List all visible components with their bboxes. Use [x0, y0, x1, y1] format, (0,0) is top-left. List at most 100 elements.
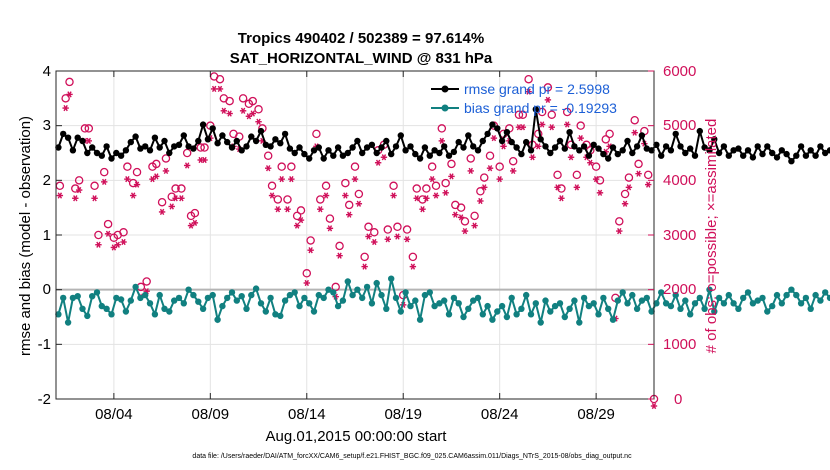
obs-possible-marker — [103, 219, 113, 229]
obs-assimilated-marker — [66, 91, 73, 98]
bias-point — [484, 302, 491, 310]
bias-point — [744, 289, 752, 296]
rmse-point — [682, 149, 689, 157]
bias-point — [624, 300, 631, 307]
bias-point — [764, 308, 771, 315]
obs-possible-marker — [630, 115, 639, 125]
bias-point — [556, 300, 564, 307]
bias-point — [518, 305, 525, 312]
rmse-point — [431, 147, 438, 154]
bias-point — [725, 291, 732, 299]
bias-point — [711, 308, 718, 315]
obs-possible-marker — [605, 129, 614, 139]
obs-assimilated-marker — [432, 192, 440, 199]
obs-assimilated-marker — [191, 219, 199, 226]
data-file-footer: data file: /Users/raeder/DAI/ATM_forcXX/… — [192, 453, 632, 460]
bias-point — [662, 300, 670, 307]
bias-point — [407, 302, 414, 310]
obs-possible-marker — [123, 162, 132, 171]
obs-possible-marker — [190, 208, 200, 218]
obs-possible-marker — [132, 167, 142, 177]
rmse-point — [228, 144, 236, 151]
bias-point — [117, 296, 125, 303]
obs-assimilated-marker — [423, 195, 430, 202]
bias-point — [576, 319, 583, 326]
bias-point — [489, 316, 496, 323]
chart-title-line2: SAT_HORIZONTAL_WIND @ 831 hPa — [230, 50, 493, 67]
rmse-point — [619, 147, 626, 154]
rmse-point — [436, 149, 443, 157]
rmse-point — [122, 147, 130, 154]
bias-point — [730, 300, 737, 307]
bias-point — [171, 297, 178, 304]
rmse-point — [807, 147, 814, 154]
bias-point — [740, 294, 747, 302]
rmse-point — [537, 136, 544, 143]
rmse-point — [185, 143, 192, 150]
bias-point — [233, 297, 240, 304]
bias-point — [402, 289, 409, 296]
rmse-point — [243, 143, 250, 150]
obs-assimilated-marker — [342, 192, 349, 199]
rmse-point — [662, 143, 670, 150]
bias-point — [383, 305, 390, 312]
rmse-point — [614, 150, 621, 158]
bias-point — [257, 300, 265, 307]
obs-possible-marker — [615, 217, 624, 226]
rmse-point — [826, 147, 830, 154]
obs-assimilated-marker — [104, 230, 112, 237]
obs-assimilated-marker — [274, 206, 282, 213]
obs-assimilated-marker — [124, 176, 131, 183]
obs-possible-marker — [296, 206, 306, 215]
rmse-point — [359, 149, 366, 157]
rmse-point — [643, 145, 650, 152]
y-left-tick-label: 4 — [43, 63, 51, 80]
bias-point — [190, 291, 197, 299]
rmse-point — [556, 137, 564, 145]
obs-assimilated-marker — [158, 208, 166, 216]
obs-assimilated-marker — [496, 176, 503, 183]
rmse-point — [441, 143, 448, 150]
rmse-point — [706, 147, 713, 154]
obs-assimilated-marker — [384, 236, 391, 243]
rmse-point — [735, 145, 742, 152]
obs-possible-marker — [350, 162, 360, 171]
obs-assimilated-marker — [621, 200, 629, 207]
obs-assimilated-marker — [573, 184, 581, 191]
rmse-point — [494, 125, 501, 132]
bias-point — [701, 305, 708, 312]
obs-possible-marker — [215, 74, 225, 84]
rmse-series — [55, 106, 830, 165]
bias-point — [252, 285, 260, 292]
bias-point — [445, 311, 453, 318]
obs-possible-marker — [370, 228, 379, 237]
obs-assimilated-marker — [635, 170, 642, 177]
rmse-point — [547, 149, 554, 157]
obs-possible-marker — [518, 110, 528, 119]
x-axis-label: Aug.01,2015 00:00:00 start — [266, 428, 448, 445]
bias-point — [648, 308, 655, 315]
obs-possible-marker — [321, 181, 331, 191]
bias-point — [715, 294, 723, 302]
bias-point — [122, 308, 130, 315]
rmse-point — [325, 147, 332, 154]
rmse-point — [783, 150, 790, 158]
rmse-point — [301, 150, 308, 158]
y-right-tick-label: 5000 — [663, 117, 696, 134]
bias-point — [89, 293, 96, 300]
y-left-tick-label: -2 — [38, 391, 51, 408]
obs-assimilated-marker — [245, 113, 253, 120]
bias-point — [74, 293, 81, 300]
bias-point — [224, 294, 231, 302]
rmse-point — [445, 152, 453, 159]
bias-point — [277, 312, 284, 320]
x-tick-label: 08/24 — [481, 406, 519, 423]
obs-possible-marker — [84, 124, 94, 133]
rmse-point — [156, 144, 163, 151]
bias-point — [465, 305, 472, 312]
bias-point — [498, 302, 506, 310]
bias-point — [315, 291, 322, 299]
obs-assimilated-marker — [226, 110, 233, 117]
obs-assimilated-marker — [336, 252, 343, 259]
bias-point — [532, 300, 539, 307]
